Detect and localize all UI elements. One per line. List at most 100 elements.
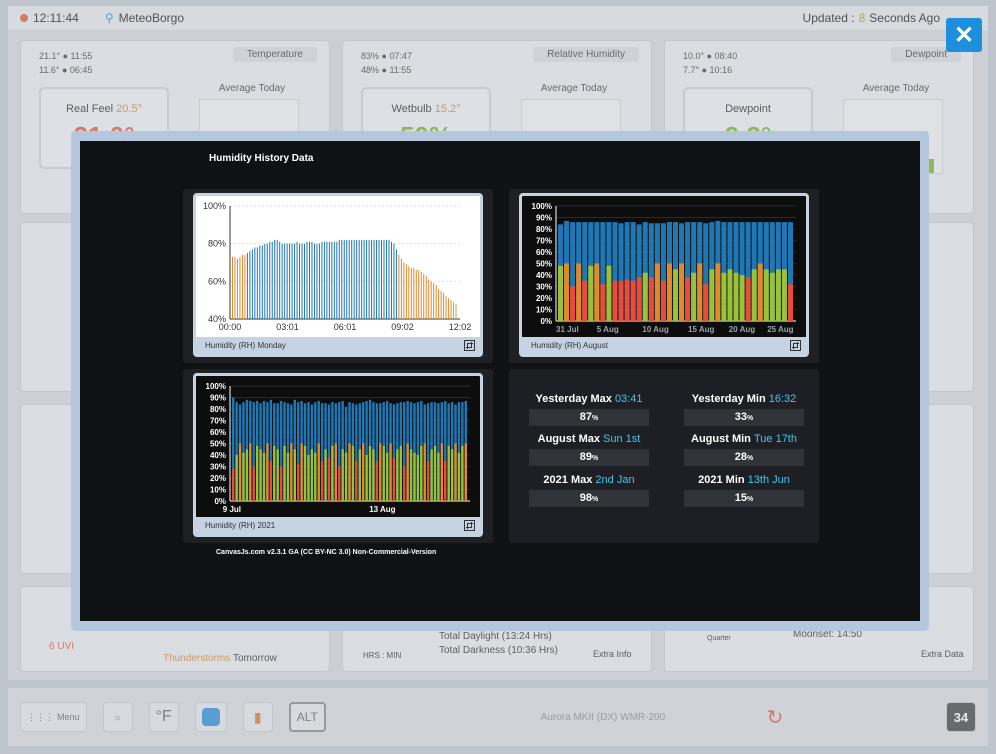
humidity-min-bar [249, 443, 252, 501]
forecast-word: Thunderstorms [163, 653, 231, 664]
moonset-time: Moonset: 14:50 [793, 629, 862, 640]
y-tick-label: 30% [536, 283, 552, 292]
humidity-stats-panel: Yesterday Max 03:41 87% Yesterday Min 16… [509, 369, 819, 543]
yesterday-min-stat: Yesterday Min 16:32 33% [684, 393, 804, 426]
humidity-min-bar [382, 445, 385, 501]
humidity-bar [232, 256, 233, 319]
humidity-bar [385, 239, 387, 319]
unit-toggle-button[interactable]: °F [148, 702, 179, 732]
charts-button[interactable]: ▮ [242, 702, 273, 732]
humidity-bar [251, 249, 253, 319]
humidity-bar [383, 239, 385, 319]
humidity-bar [338, 239, 340, 319]
temp-high: 21.1° ● 11:55 [39, 51, 93, 61]
x-tick-label: 10 Aug [642, 325, 668, 334]
stat-unit: % [747, 415, 754, 422]
stat-value: 15 [734, 492, 747, 504]
humidity-bar [244, 254, 246, 319]
stat-unit: % [592, 455, 599, 462]
humidity-bar [308, 241, 310, 319]
humidity-max-bar [624, 222, 630, 321]
close-button[interactable]: ✕ [946, 18, 982, 52]
humidity-bar [299, 243, 301, 319]
humidity-bar [336, 241, 338, 319]
humidity-min-bar [403, 466, 406, 501]
humidity-bar [259, 245, 261, 319]
expand-icon[interactable] [464, 340, 475, 351]
humidity-min-bar [409, 449, 413, 501]
humidity-bar [326, 241, 328, 319]
humidity-min-bar [648, 277, 654, 321]
expand-icon[interactable] [790, 340, 801, 351]
humidity-max-bar [385, 400, 389, 501]
extra-info-link[interactable]: Extra Info [593, 649, 632, 659]
forecast-suffix: Tomorrow [233, 653, 277, 664]
y-tick-label: 0% [214, 497, 226, 506]
humidity-min-bar [697, 263, 703, 321]
expand-icon[interactable] [464, 520, 475, 531]
humidity-bar [351, 239, 353, 319]
humidity-bar [381, 239, 383, 319]
total-darkness: Total Darkness (10:36 Hrs) [439, 645, 558, 656]
y-tick-label: 50% [536, 260, 552, 269]
refresh-icon[interactable]: ↻ [766, 706, 784, 729]
humidity-min-bar [375, 460, 379, 501]
x-tick-label: 13 Aug [369, 505, 395, 514]
calendar-week-button[interactable]: 34 [946, 702, 976, 732]
y-tick-label: 100% [532, 202, 552, 211]
humidity-bar [455, 303, 457, 319]
humidity-min-bar [273, 445, 276, 501]
humidity-min-bar [444, 460, 447, 501]
humidity-bar [279, 241, 281, 319]
stat-label: Yesterday Max [535, 393, 612, 405]
humidity-bar [291, 243, 293, 319]
humidity-bar [294, 243, 296, 319]
extra-data-link[interactable]: Extra Data [921, 649, 964, 659]
humidity-min-bar [283, 445, 286, 501]
humidity-bar [296, 241, 298, 319]
humidity-bar [450, 300, 452, 319]
humidity-bar [264, 243, 266, 319]
humidity-max-bar [444, 400, 447, 501]
alt-button[interactable]: ALT [288, 702, 326, 732]
humidity-min-bar [320, 460, 324, 501]
humidity-bar [430, 281, 432, 319]
humidity-max-bar [327, 404, 331, 501]
humidity-min-bar [314, 452, 317, 501]
dewpoint-high: 10.0° ● 08:40 [683, 51, 738, 61]
stat-time: Sun 1st [603, 433, 641, 445]
humidity-min-bar [361, 443, 365, 501]
humidity-max-bar [320, 403, 324, 501]
humidity-min-bar [594, 263, 600, 321]
stat-unit: % [592, 496, 599, 503]
humidity-bar [415, 270, 417, 319]
y-tick-label: 80% [210, 405, 226, 414]
humidity-min-bar [300, 443, 303, 501]
humidity-bar [453, 302, 455, 319]
humidity-min-bar [259, 449, 262, 501]
menu-button[interactable]: ⋮⋮⋮ Menu [20, 702, 87, 732]
stat-time: Tue 17th [753, 433, 797, 445]
humidity-bar [378, 239, 380, 319]
stat-value: 33 [734, 411, 747, 423]
humidity-max-bar [403, 402, 406, 501]
stat-time: 16:32 [768, 393, 797, 405]
dewpoint-low: 7.7° ● 10:16 [683, 65, 733, 75]
humidity-bar [276, 239, 278, 319]
year-chart-caption: Humidity (RH) 2021 [196, 517, 480, 534]
humidity-bar [366, 239, 368, 319]
humidity-bar [328, 241, 330, 319]
weather-app-button[interactable] [194, 702, 227, 732]
theme-toggle-button[interactable]: ☼ [102, 702, 133, 732]
humidity-min-bar [757, 263, 763, 321]
humidity-bar [254, 247, 256, 319]
year-chart-caption-text: Humidity (RH) 2021 [205, 521, 276, 530]
stat-unit: % [592, 415, 599, 422]
humidity-bar [368, 239, 370, 319]
month-chart-caption-text: Humidity (RH) August [531, 341, 608, 350]
humidity-max-bar [252, 402, 255, 501]
y-tick-label: 80% [536, 225, 552, 234]
sun-icon: ☼ [113, 712, 122, 722]
humidity-bar [261, 245, 263, 319]
humidity-bar [356, 239, 358, 319]
